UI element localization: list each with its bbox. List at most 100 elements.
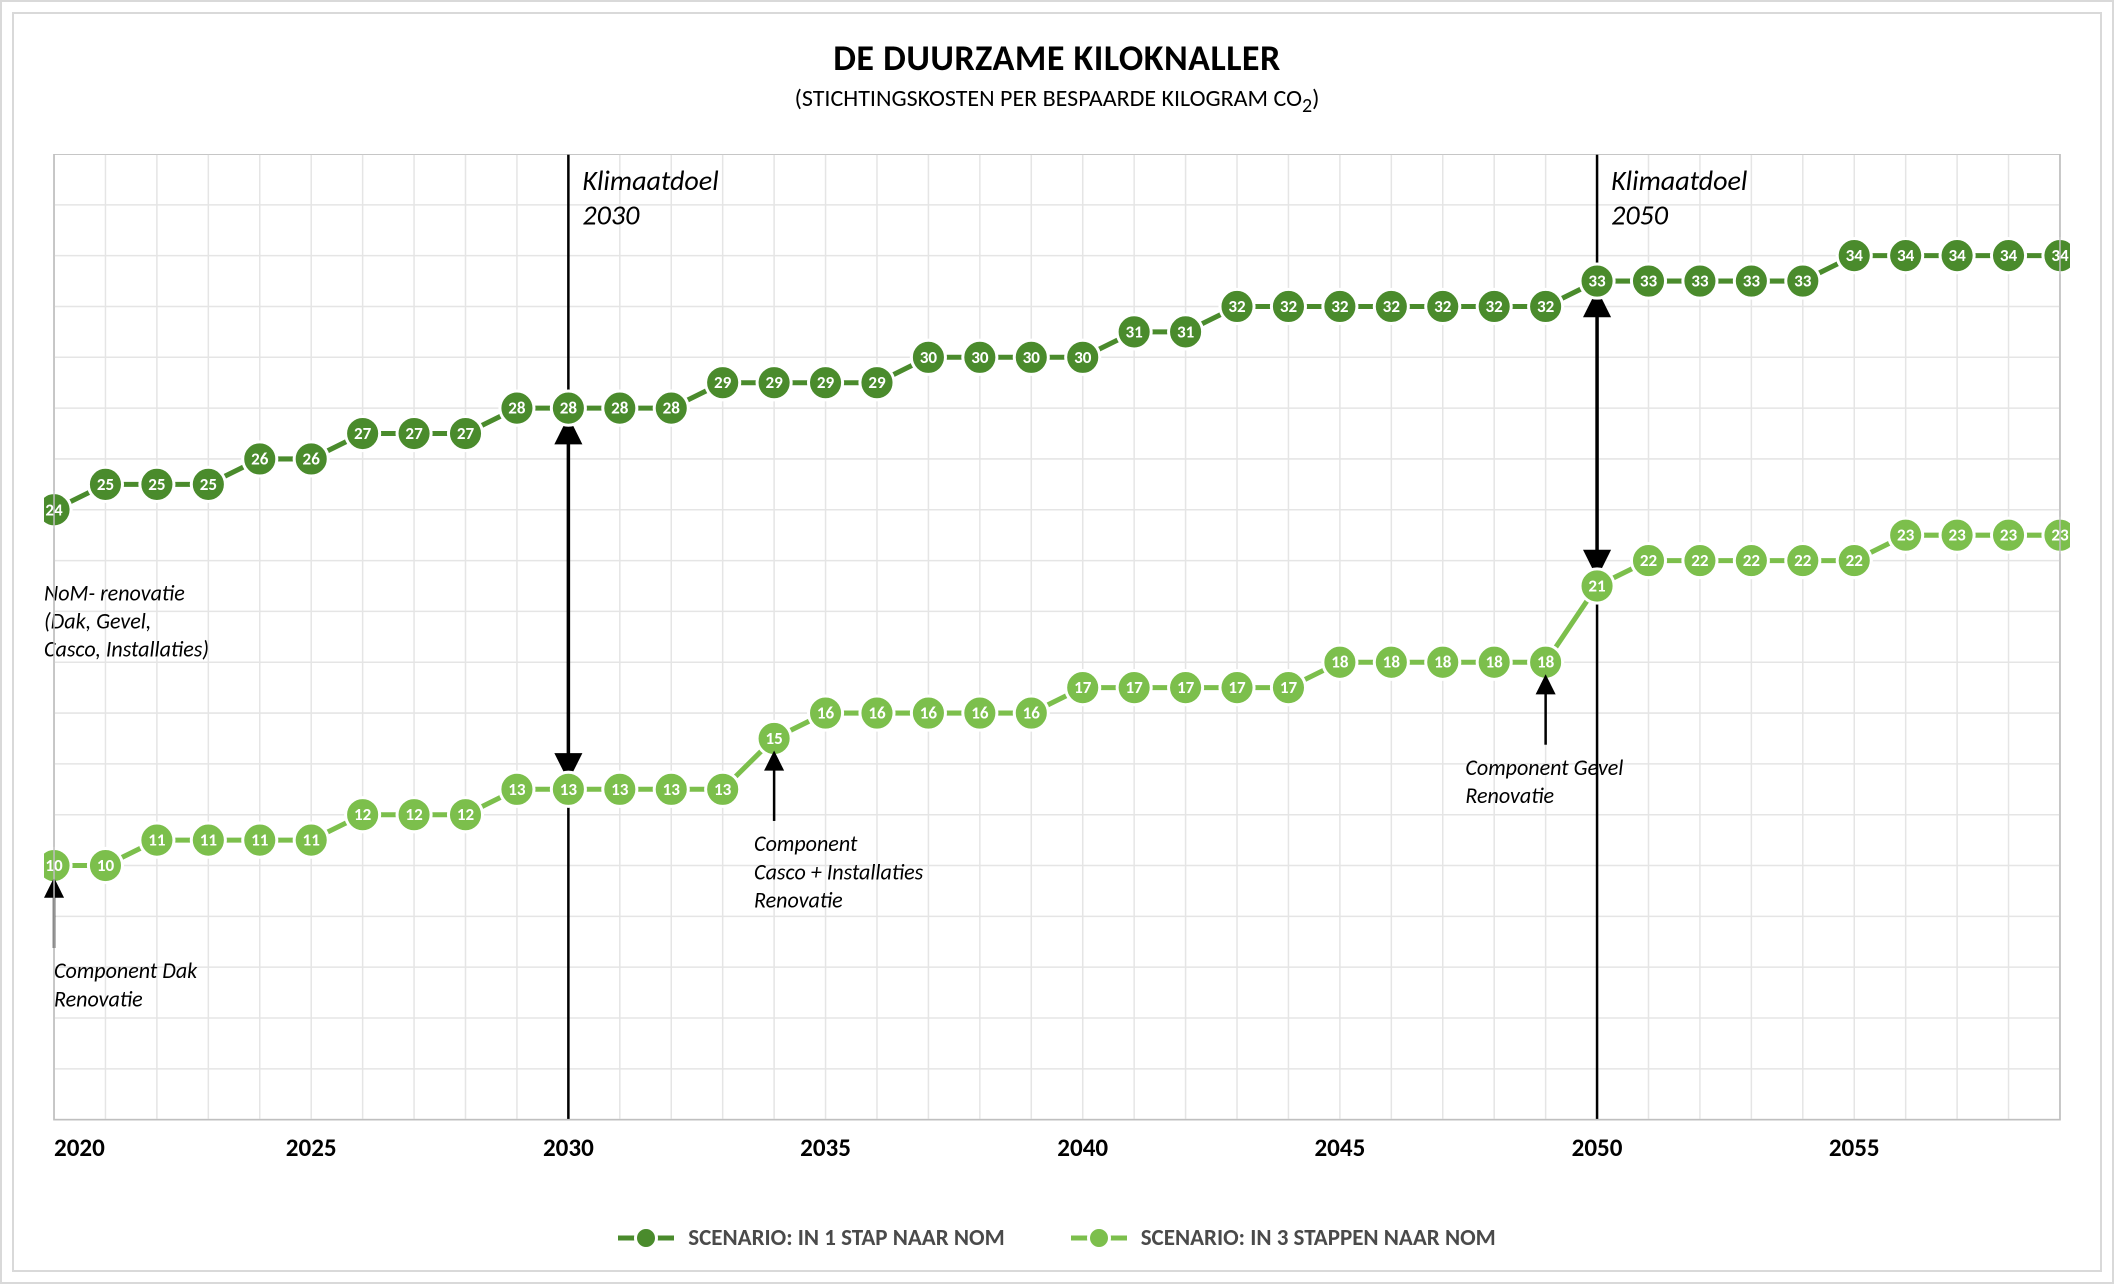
svg-text:34: 34	[2000, 245, 2018, 266]
chart-container: DE DUURZAME KILOKNALLER (STICHTINGSKOSTE…	[12, 12, 2102, 1272]
svg-text:16: 16	[971, 703, 989, 724]
svg-text:31: 31	[1126, 321, 1143, 342]
legend-swatch-3	[1071, 1230, 1127, 1246]
svg-text:18: 18	[1331, 652, 1349, 673]
svg-text:22: 22	[1691, 550, 1709, 571]
svg-text:10: 10	[97, 855, 115, 876]
svg-text:23: 23	[2000, 525, 2018, 546]
svg-text:32: 32	[1383, 296, 1401, 317]
svg-text:13: 13	[714, 779, 732, 800]
svg-text:Component Dak: Component Dak	[54, 957, 198, 984]
svg-text:(Dak, Gevel,: (Dak, Gevel,	[44, 607, 151, 634]
svg-text:28: 28	[560, 398, 578, 419]
svg-text:33: 33	[1640, 271, 1658, 292]
svg-text:2050: 2050	[1572, 1132, 1623, 1163]
svg-text:Component: Component	[754, 830, 858, 857]
svg-text:22: 22	[1794, 550, 1812, 571]
svg-text:18: 18	[1486, 652, 1504, 673]
svg-text:17: 17	[1280, 677, 1298, 698]
outer-frame: DE DUURZAME KILOKNALLER (STICHTINGSKOSTE…	[0, 0, 2114, 1284]
svg-text:17: 17	[1074, 677, 1092, 698]
svg-text:13: 13	[611, 779, 629, 800]
legend-label-3: SCENARIO: IN 3 STAPPEN NAAR NOM	[1141, 1224, 1496, 1252]
svg-text:12: 12	[457, 804, 475, 825]
legend-swatch-1	[618, 1230, 674, 1246]
svg-text:18: 18	[1434, 652, 1452, 673]
svg-text:Component Gevel: Component Gevel	[1465, 754, 1623, 781]
svg-text:16: 16	[920, 703, 938, 724]
legend-item-scenario3: SCENARIO: IN 3 STAPPEN NAAR NOM	[1071, 1224, 1496, 1252]
svg-text:17: 17	[1228, 677, 1246, 698]
svg-text:2040: 2040	[1057, 1132, 1108, 1163]
svg-text:13: 13	[560, 779, 578, 800]
legend-item-scenario1: SCENARIO: IN 1 STAP NAAR NOM	[618, 1224, 1004, 1252]
svg-text:26: 26	[251, 448, 269, 469]
svg-text:Klimaatdoel: Klimaatdoel	[1611, 163, 1747, 198]
svg-text:28: 28	[611, 398, 629, 419]
svg-text:33: 33	[1691, 271, 1709, 292]
svg-text:29: 29	[765, 372, 783, 393]
svg-text:27: 27	[354, 423, 372, 444]
svg-text:32: 32	[1331, 296, 1349, 317]
svg-text:11: 11	[251, 830, 268, 851]
svg-text:32: 32	[1434, 296, 1452, 317]
svg-text:34: 34	[1948, 245, 1966, 266]
svg-text:2035: 2035	[800, 1132, 851, 1163]
legend: SCENARIO: IN 1 STAP NAAR NOM SCENARIO: I…	[14, 1224, 2100, 1252]
svg-text:12: 12	[354, 804, 372, 825]
svg-text:30: 30	[1074, 347, 1092, 368]
svg-text:25: 25	[148, 474, 165, 495]
svg-text:22: 22	[1640, 550, 1658, 571]
svg-text:28: 28	[663, 398, 681, 419]
svg-text:32: 32	[1228, 296, 1246, 317]
svg-text:18: 18	[1383, 652, 1401, 673]
svg-text:17: 17	[1177, 677, 1195, 698]
svg-text:2055: 2055	[1829, 1132, 1880, 1163]
legend-label-1: SCENARIO: IN 1 STAP NAAR NOM	[688, 1224, 1004, 1252]
svg-text:29: 29	[868, 372, 886, 393]
svg-text:33: 33	[1588, 271, 1606, 292]
subtitle-prefix: (STICHTINGSKOSTEN PER BESPAARDE KILOGRAM…	[795, 84, 1302, 113]
svg-text:17: 17	[1126, 677, 1144, 698]
svg-text:29: 29	[714, 372, 732, 393]
svg-text:16: 16	[868, 703, 886, 724]
svg-text:Renovatie: Renovatie	[754, 886, 843, 913]
plot-area: 2020 2025 2030 2035 2040 2045 2050 2055 Klimaatd…	[44, 154, 2070, 1180]
svg-text:Renovatie: Renovatie	[1465, 782, 1554, 809]
svg-text:33: 33	[1743, 271, 1761, 292]
svg-text:12: 12	[405, 804, 423, 825]
svg-text:2020: 2020	[54, 1132, 105, 1163]
svg-text:2030: 2030	[582, 197, 640, 232]
svg-text:11: 11	[303, 830, 320, 851]
svg-text:2030: 2030	[543, 1132, 594, 1163]
svg-text:Klimaatdoel: Klimaatdoel	[582, 163, 718, 198]
svg-text:Casco + Installaties: Casco + Installaties	[754, 858, 924, 885]
chart-subtitle: (STICHTINGSKOSTEN PER BESPAARDE KILOGRAM…	[14, 84, 2100, 118]
svg-text:Casco, Installaties): Casco, Installaties)	[44, 636, 209, 663]
subtitle-sub: 2	[1302, 94, 1312, 118]
svg-text:16: 16	[817, 703, 835, 724]
svg-text:30: 30	[1023, 347, 1041, 368]
chart-title: DE DUURZAME KILOKNALLER	[14, 36, 2100, 80]
legend-dot-1	[634, 1226, 658, 1250]
svg-text:32: 32	[1486, 296, 1504, 317]
svg-text:Renovatie: Renovatie	[54, 985, 143, 1012]
svg-text:22: 22	[1743, 550, 1761, 571]
svg-text:11: 11	[200, 830, 217, 851]
svg-text:2045: 2045	[1314, 1132, 1365, 1163]
svg-text:18: 18	[1537, 652, 1555, 673]
svg-text:NoM- renovatie: NoM- renovatie	[44, 579, 185, 606]
svg-text:13: 13	[663, 779, 681, 800]
svg-text:32: 32	[1537, 296, 1555, 317]
svg-text:11: 11	[148, 830, 165, 851]
svg-text:2025: 2025	[286, 1132, 337, 1163]
chart-svg: 2020 2025 2030 2035 2040 2045 2050 2055 Klimaatd…	[44, 154, 2070, 1180]
svg-text:33: 33	[1794, 271, 1812, 292]
svg-text:25: 25	[200, 474, 217, 495]
svg-text:34: 34	[1897, 245, 1915, 266]
svg-text:21: 21	[1588, 575, 1605, 596]
svg-text:2050: 2050	[1611, 197, 1669, 232]
svg-text:22: 22	[1846, 550, 1864, 571]
svg-text:28: 28	[508, 398, 526, 419]
svg-text:16: 16	[1023, 703, 1041, 724]
